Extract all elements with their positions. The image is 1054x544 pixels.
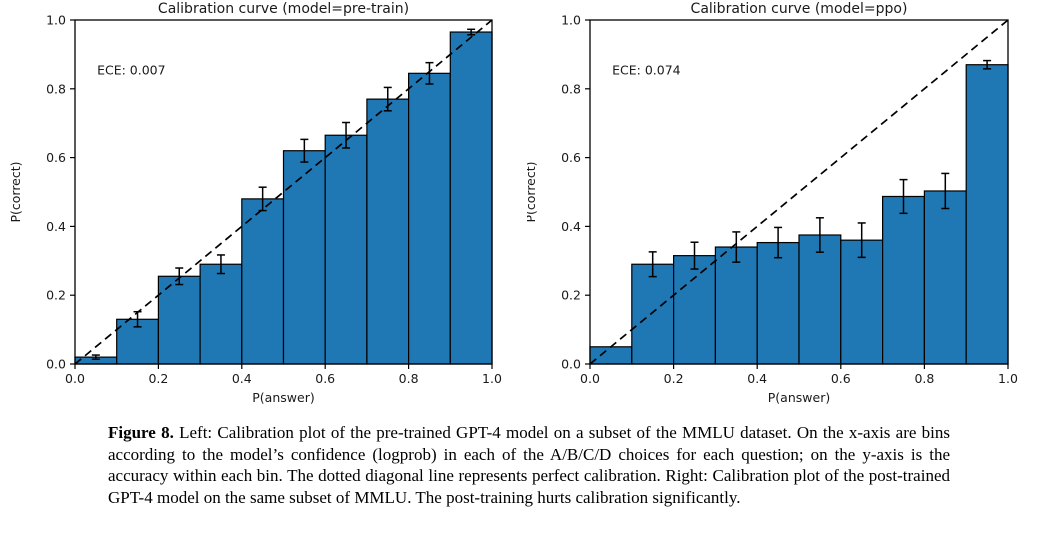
calibration-chart-pretrain: 0.0 0.2 0.4 0.6 0.8 1.0 0.0 0.2 0.4 0.6 0.8 1.0 Cali… [0,0,527,412]
error-bar [648,251,657,278]
error-bar [857,222,866,259]
histogram-bar [840,239,884,365]
histogram-bar [673,255,717,365]
x-tick-label: 0.8 [914,371,934,386]
x-axis-label: P(answer) [252,390,314,405]
histogram-bar [282,150,326,365]
histogram-bar [589,346,633,365]
y-tick-label: 0.0 [561,357,581,372]
histogram-bar [241,198,285,365]
x-tick-label: 0.6 [315,371,335,386]
x-tick-label: 0.4 [232,371,252,386]
error-bar [690,241,699,270]
histogram-bar [157,275,201,365]
histogram-bar [631,263,675,365]
x-tick-label: 0.2 [664,371,684,386]
y-tick-label: 1.0 [46,13,66,28]
y-tick-label: 1.0 [561,13,581,28]
calibration-chart-ppo: 0.0 0.2 0.4 0.6 0.8 1.0 0.0 0.2 0.4 0.6 0.8 1.0 Cali… [527,0,1054,412]
ece-annotation: ECE: 0.074 [612,63,681,78]
y-tick-label: 0.4 [561,219,581,234]
x-tick-label: 1.0 [482,371,502,386]
histogram-bar [408,72,451,365]
y-tick-label: 0.2 [561,288,581,303]
y-tick-label: 0.6 [561,150,581,165]
x-tick-label: 0.8 [399,371,419,386]
error-bar [467,28,476,36]
plot-frame [589,19,1009,365]
error-bar [216,254,225,275]
figure-caption: Figure 8. Left: Calibration plot of the … [108,422,950,508]
x-tick-label: 1.0 [998,371,1018,386]
y-tick-label: 0.8 [46,81,66,96]
y-tick-label: 0.0 [46,357,66,372]
figure-caption-text: Left: Calibration plot of the pre-traine… [108,423,950,507]
error-bar [732,231,741,263]
error-bar [300,138,309,163]
error-bar [425,61,434,85]
y-axis-label: P(correct) [527,161,538,222]
histogram-bar [714,246,758,365]
error-bar [342,121,351,149]
plot-frame [74,19,493,365]
error-bar [815,217,824,253]
chart-svg: 0.0 0.2 0.4 0.6 0.8 1.0 0.0 0.2 0.4 0.6 0.8 1.0 Cali… [527,1,1018,405]
histogram-bar [882,195,926,365]
error-bar [91,354,100,360]
y-tick-label: 0.6 [46,150,66,165]
error-bar [983,59,992,70]
x-tick-label: 0.0 [580,371,600,386]
histogram-bar [324,134,368,365]
x-axis-label: P(answer) [768,390,830,405]
histogram-bar [965,64,1009,365]
y-tick-label: 0.2 [46,288,66,303]
x-tick-label: 0.0 [65,371,85,386]
chart-svg: 0.0 0.2 0.4 0.6 0.8 1.0 0.0 0.2 0.4 0.6 0.8 1.0 Cali… [8,1,502,405]
histogram-bar [923,190,967,365]
y-tick-label: 0.4 [46,219,66,234]
x-tick-label: 0.4 [747,371,767,386]
y-tick-label: 0.8 [561,81,581,96]
ece-annotation: ECE: 0.007 [97,63,166,78]
error-bar [941,172,950,210]
figure-caption-label: Figure 8. [108,423,174,442]
error-bar [899,178,908,215]
error-bar [774,226,783,259]
error-bar [175,267,184,286]
histogram-bar [366,98,410,365]
figure-caption-paragraph: Figure 8. Left: Calibration plot of the … [108,422,950,508]
chart-title: Calibration curve (model=ppo) [691,1,908,17]
x-tick-label: 0.6 [831,371,851,386]
x-tick-label: 0.2 [148,371,168,386]
histogram-bar [798,234,842,365]
y-axis-label: P(correct) [8,161,23,222]
histogram-bar [756,241,800,365]
histogram-bar [199,263,243,365]
chart-title: Calibration curve (model=pre-train) [158,1,409,17]
histogram-bar [449,31,493,365]
